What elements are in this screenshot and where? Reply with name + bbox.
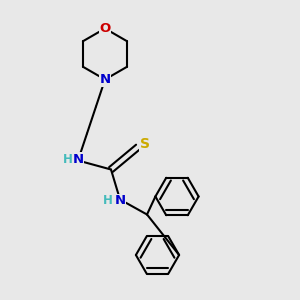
Text: N: N: [72, 152, 84, 166]
Text: O: O: [99, 22, 111, 35]
Text: H: H: [63, 152, 72, 166]
Text: N: N: [99, 73, 111, 86]
Text: N: N: [114, 194, 126, 208]
Text: S: S: [140, 137, 150, 151]
Text: H: H: [103, 194, 112, 208]
